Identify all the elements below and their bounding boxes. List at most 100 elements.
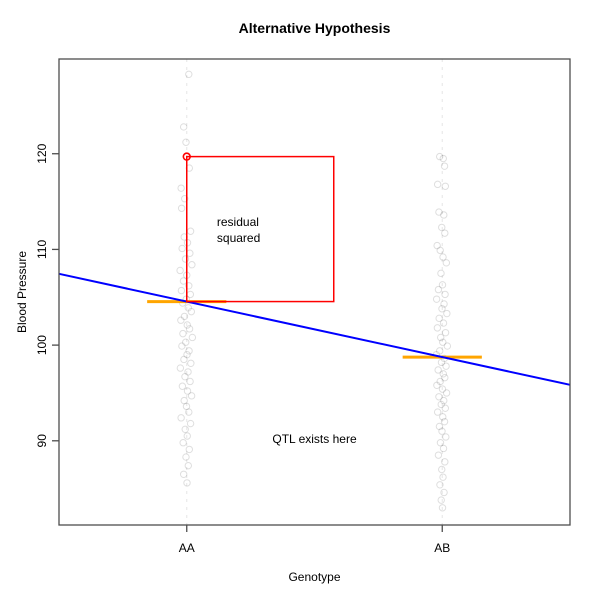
- data-point: [188, 333, 197, 342]
- data-point: [441, 229, 449, 237]
- data-point: [439, 413, 447, 421]
- data-point: [187, 359, 195, 367]
- data-point: [435, 152, 444, 161]
- data-point: [437, 358, 446, 367]
- annotation-line: QTL exists here: [272, 431, 357, 446]
- data-point: [436, 246, 444, 255]
- data-point: [186, 377, 194, 386]
- data-point: [441, 373, 449, 382]
- data-point: [439, 473, 447, 481]
- data-point: [177, 204, 186, 212]
- data-point: [178, 342, 186, 350]
- data-point: [442, 362, 450, 370]
- data-point: [441, 182, 450, 190]
- data-point: [186, 419, 195, 428]
- data-point: [443, 342, 452, 350]
- data-point: [435, 422, 444, 431]
- data-point: [441, 290, 449, 299]
- data-point: [439, 319, 448, 327]
- data-point: [438, 281, 447, 289]
- plot-border: [58, 58, 571, 526]
- data-point: [181, 255, 190, 263]
- data-point: [440, 300, 448, 308]
- data-point: [433, 241, 441, 250]
- data-point: [439, 154, 447, 163]
- data-point: [437, 269, 445, 278]
- y-tick-label: 90: [35, 434, 49, 448]
- data-point: [186, 249, 194, 257]
- x-axis-label: Genotype: [288, 570, 341, 584]
- data-point: [185, 347, 193, 355]
- data-point: [177, 286, 186, 295]
- data-point: [183, 479, 191, 487]
- data-point: [177, 414, 185, 422]
- y-axis-label: Blood Pressure: [15, 250, 29, 334]
- data-point: [436, 439, 445, 447]
- regression-line: [58, 272, 571, 386]
- data-point: [184, 368, 192, 376]
- data-point: [184, 461, 192, 470]
- data-point: [182, 138, 190, 146]
- annotation-line: residual: [216, 215, 259, 230]
- data-point: [183, 350, 191, 359]
- data-point: [179, 329, 187, 338]
- data-point: [441, 404, 450, 412]
- data-point: [438, 305, 446, 313]
- data-point: [435, 314, 443, 323]
- data-point: [440, 162, 449, 170]
- annotation-line: squared: [216, 231, 261, 246]
- data-point: [180, 312, 189, 321]
- data-point: [440, 211, 448, 219]
- annotation-residual-squared: residual squared: [217, 214, 260, 246]
- data-point: [182, 338, 190, 346]
- data-point: [183, 239, 192, 247]
- data-point: [187, 392, 196, 400]
- data-point: [437, 400, 445, 409]
- data-point: [178, 382, 187, 390]
- data-point: [181, 195, 189, 203]
- y-tick-label: 110: [35, 240, 49, 259]
- data-point: [442, 389, 451, 397]
- data-point: [179, 470, 188, 478]
- data-point: [440, 396, 448, 405]
- highlighted-point: [182, 152, 191, 161]
- data-point: [438, 427, 446, 435]
- data-point: [434, 285, 443, 294]
- data-point: [186, 227, 195, 235]
- data-point: [187, 307, 196, 316]
- data-point: [436, 481, 444, 489]
- data-point: [437, 333, 445, 342]
- data-point: [180, 396, 188, 405]
- data-point: [188, 261, 196, 269]
- data-point: [439, 444, 448, 453]
- data-point: [434, 366, 442, 374]
- data-point: [439, 338, 447, 346]
- data-point: [437, 496, 445, 504]
- data-point: [435, 393, 443, 401]
- data-point: [177, 184, 185, 192]
- data-point: [434, 451, 443, 459]
- data-point: [178, 244, 186, 253]
- data-point: [433, 381, 441, 389]
- chart-title: Alternative Hypothesis: [238, 20, 391, 36]
- data-point: [442, 433, 450, 441]
- data-point: [435, 347, 444, 355]
- data-point: [185, 325, 194, 333]
- y-tick-label: 100: [35, 335, 49, 355]
- data-point: [432, 295, 441, 303]
- data-point: [181, 425, 189, 434]
- data-point: [435, 208, 443, 216]
- data-point: [176, 364, 185, 372]
- data-point: [183, 387, 192, 395]
- residual-square: [186, 155, 335, 303]
- data-point: [438, 223, 446, 232]
- x-tick-label: AB: [434, 541, 450, 555]
- data-point: [442, 259, 451, 267]
- data-point: [438, 504, 447, 512]
- data-point: [180, 355, 188, 364]
- x-tick-label: AA: [179, 541, 195, 555]
- data-point: [181, 372, 189, 381]
- data-point: [433, 180, 442, 189]
